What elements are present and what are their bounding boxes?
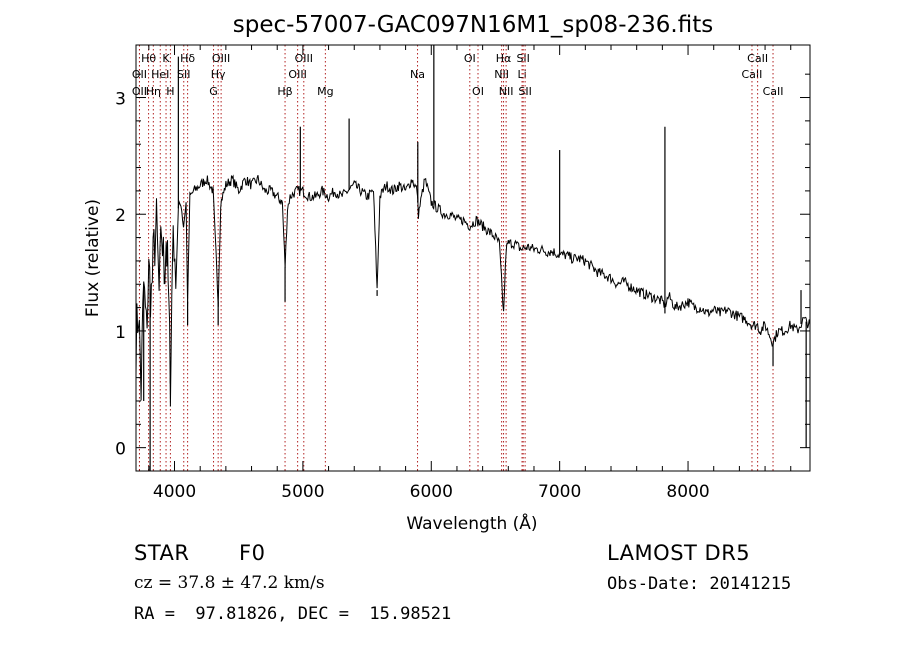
line-marker-label: OIII (295, 52, 313, 65)
line-marker-label: HeI (151, 68, 169, 81)
object-class: STAR (134, 541, 190, 565)
line-marker-label: SII (516, 52, 529, 65)
x-tick-label: 5000 (281, 482, 324, 502)
line-marker-label: Li (517, 68, 526, 81)
spectrum-line (135, 174, 811, 407)
line-marker-label: OIII (288, 68, 306, 81)
x-axis-label: Wavelength (Å) (406, 512, 537, 534)
line-marker-label: CaII (742, 68, 763, 81)
line-marker-label: NII (494, 68, 509, 81)
line-marker-label: CaII (763, 85, 784, 98)
y-tick-label: 0 (115, 440, 126, 460)
plot-frame (135, 44, 811, 472)
line-marker-label: Hα (496, 52, 512, 65)
line-marker-label: Hβ (277, 85, 292, 98)
y-axis-label: Flux (relative) (83, 199, 103, 317)
axes: 4000 5000 6000 7000 8000 0 1 2 3 (115, 45, 810, 502)
line-marker-label: Mg (317, 85, 333, 98)
line-marker-label: Hη (146, 85, 161, 98)
line-marker-label: NII (499, 85, 514, 98)
line-marker-label: Hδ (180, 52, 195, 65)
line-marker-label: SII (177, 68, 190, 81)
coordinates: RA = 97.81826, DEC = 15.98521 (134, 604, 452, 624)
line-marker-label: Hγ (211, 68, 226, 81)
line-marker-label: G (209, 85, 218, 98)
x-tick-label: 6000 (410, 482, 453, 502)
line-marker-label: Na (410, 68, 425, 81)
chart-title: spec-57007-GAC097N16M1_sp08-236.fits (233, 12, 713, 38)
y-tick-label: 3 (115, 90, 126, 110)
line-marker-label: Hθ (141, 52, 156, 65)
line-marker-label: OI (464, 52, 476, 65)
survey-name: LAMOST DR5 (607, 541, 751, 565)
x-tick-label: 7000 (538, 482, 581, 502)
spectral-line-markers: OIIOIIHθHηHeIKHSIIHδGHγOIIIHβOIIIOIIIMgN… (132, 45, 784, 471)
spectral-subclass: F0 (239, 541, 266, 565)
x-tick-label: 4000 (153, 482, 196, 502)
redshift-cz: cz = 37.8 ± 47.2 km/s (134, 573, 325, 593)
line-marker-label: K (162, 52, 170, 65)
line-marker-label: H (166, 85, 174, 98)
x-tick-label: 8000 (666, 482, 709, 502)
line-marker-label: OIII (212, 52, 230, 65)
spectrum-series (135, 45, 811, 471)
y-tick-label: 1 (115, 323, 126, 343)
line-marker-label: OI (472, 85, 484, 98)
line-marker-label: SII (518, 85, 531, 98)
observation-date: Obs-Date: 20141215 (607, 574, 792, 594)
line-marker-label: CaII (747, 52, 768, 65)
y-tick-label: 2 (115, 206, 126, 226)
